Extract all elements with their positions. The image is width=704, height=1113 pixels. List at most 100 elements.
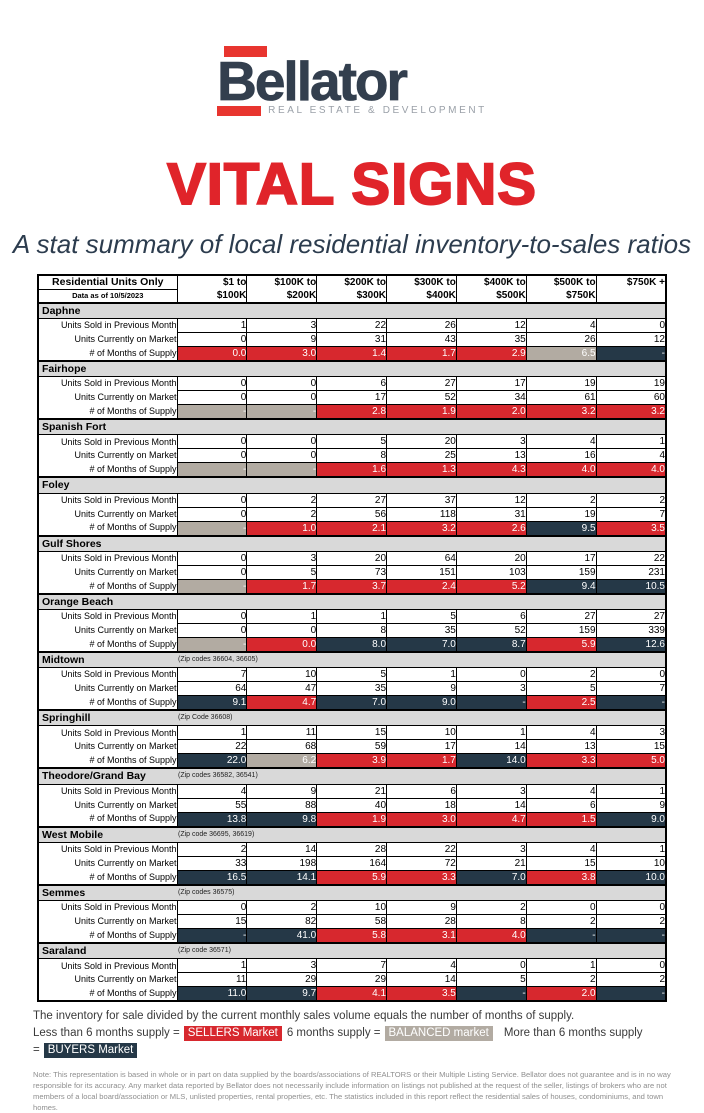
page-title: VITAL SIGNS xyxy=(166,152,537,217)
units-market-cell: 17 xyxy=(386,739,457,755)
row-label: Units Currently on Market xyxy=(74,799,177,810)
units-market-row: Units Currently on Market 11 29 29 14 5 2 2 xyxy=(38,972,667,988)
units-sold-cell: 7 xyxy=(176,667,248,683)
units-market-cell: 151 xyxy=(386,564,457,580)
months-supply-cell: 16.5 xyxy=(176,869,248,886)
units-market-cell: 21 xyxy=(455,855,527,871)
months-supply-cell: 4.7 xyxy=(246,695,318,711)
units-sold-cell: 5 xyxy=(386,609,457,624)
row-label: # of Months of Supply xyxy=(89,638,177,649)
units-sold-cell: 5 xyxy=(316,667,388,683)
months-supply-cell: 3.0 xyxy=(386,811,457,828)
row-label: # of Months of Supply xyxy=(89,813,177,824)
months-supply-cell: - xyxy=(176,462,248,478)
months-supply-cell: 7.0 xyxy=(386,637,457,653)
units-sold-cell: 6 xyxy=(316,376,388,392)
section-name: Daphne xyxy=(42,304,81,317)
row-label: Units Currently on Market xyxy=(74,741,177,752)
units-market-cell: 5 xyxy=(525,681,597,697)
months-supply-row: # of Months of Supply -41.0 5.8 3.1 4.0- - xyxy=(38,928,667,944)
row-label: # of Months of Supply xyxy=(89,347,177,358)
supply-formula-note: The inventory for sale divided by the cu… xyxy=(33,1010,575,1023)
units-sold-cell: 1 xyxy=(176,958,248,974)
units-sold-row: Units Sold in Previous Month 2 14 28 22 3 4 1 xyxy=(38,841,667,857)
units-sold-cell: 17 xyxy=(525,550,597,566)
months-supply-cell: 7.0 xyxy=(316,695,388,711)
row-label: Units Sold in Previous Month xyxy=(60,669,177,680)
months-supply-cell: 2.0 xyxy=(525,986,597,1002)
units-market-cell: 13 xyxy=(525,739,597,755)
units-sold-cell: 28 xyxy=(316,841,388,857)
units-sold-cell: 2 xyxy=(595,492,667,508)
months-supply-cell: 14.1 xyxy=(246,869,318,886)
months-supply-cell: 3.2 xyxy=(595,404,667,420)
corner-title: Residential Units Only xyxy=(39,276,177,290)
units-market-row: Units Currently on Market 0 0 17 52 34 61 60 xyxy=(38,390,667,406)
months-supply-cell: 14.0 xyxy=(455,753,527,769)
units-sold-cell: 10 xyxy=(386,725,457,741)
units-market-cell: 12 xyxy=(595,331,667,347)
months-supply-cell: - xyxy=(595,695,667,711)
months-supply-cell: 3.5 xyxy=(386,986,457,1002)
months-supply-cell: 7.0 xyxy=(455,869,527,886)
units-market-cell: 8 xyxy=(455,914,527,930)
units-sold-cell: 22 xyxy=(595,550,667,566)
months-supply-cell: 1.4 xyxy=(316,345,388,362)
report-footer: The inventory for sale divided by the cu… xyxy=(33,1010,671,1113)
row-label: Units Currently on Market xyxy=(74,392,177,403)
row-label: Units Sold in Previous Month xyxy=(60,960,177,971)
months-supply-cell: - xyxy=(455,986,527,1002)
months-supply-cell: 4.7 xyxy=(455,811,527,828)
months-supply-cell: 3.3 xyxy=(386,869,457,886)
units-sold-cell: 20 xyxy=(316,550,388,566)
report-page: Bellator REAL ESTATE & DEVELOPMENT VITAL… xyxy=(0,46,704,1113)
units-sold-row: Units Sold in Previous Month 7 10 5 1 0 2 0 xyxy=(38,667,667,683)
units-sold-cell: 19 xyxy=(525,376,597,392)
units-market-cell: 56 xyxy=(316,506,388,522)
units-sold-row: Units Sold in Previous Month 1 3 7 4 0 1 0 xyxy=(38,958,667,974)
units-sold-cell: 1 xyxy=(595,783,667,799)
months-supply-cell: - xyxy=(176,520,248,537)
units-market-cell: 29 xyxy=(316,972,388,988)
units-sold-cell: 0 xyxy=(595,958,667,974)
months-supply-cell: 6.2 xyxy=(246,753,318,769)
months-supply-row: # of Months of Supply 9.1 4.7 7.0 9.0-2.5- xyxy=(38,695,667,711)
months-supply-cell: - xyxy=(595,928,667,944)
units-sold-cell: 27 xyxy=(595,609,667,624)
months-supply-cell: 1.5 xyxy=(525,811,597,828)
units-sold-row: Units Sold in Previous Month 0 1 1 5 6 27 27 xyxy=(38,609,667,624)
months-supply-cell: - xyxy=(176,404,248,420)
units-sold-cell: 27 xyxy=(386,376,457,392)
months-supply-cell: 3.2 xyxy=(525,404,597,420)
table-corner-cell: Residential Units Only Data as of 10/5/20… xyxy=(37,274,178,304)
units-market-row: Units Currently on Market 0 9 31 43 35 26 12 xyxy=(38,331,667,347)
section-header-row: Orange Beach xyxy=(38,592,666,610)
units-market-row: Units Currently on Market 0 0 8 35 52 159 339 xyxy=(38,623,667,638)
months-supply-cell: 2.1 xyxy=(316,520,388,537)
units-sold-row: Units Sold in Previous Month 0 0 5 20 3 4 1 xyxy=(38,434,667,450)
section-zip-note: (Zip Code 36608) xyxy=(178,714,233,722)
months-supply-cell: 3.5 xyxy=(595,520,667,537)
months-supply-cell: 9.0 xyxy=(386,695,457,711)
units-market-cell: 10 xyxy=(595,855,667,871)
units-sold-cell: 2 xyxy=(176,841,248,857)
units-market-cell: 0 xyxy=(176,390,248,406)
units-sold-cell: 4 xyxy=(525,783,597,799)
buyers-market-badge: BUYERS Market xyxy=(43,1043,138,1059)
units-market-row: Units Currently on Market 55 88 40 18 14 6 9 xyxy=(38,797,667,813)
row-label: Units Sold in Previous Month xyxy=(60,494,177,505)
units-sold-cell: 0 xyxy=(455,958,527,974)
units-market-cell: 22 xyxy=(176,739,248,755)
units-sold-cell: 3 xyxy=(246,317,318,333)
legend-less-text: Less than 6 months supply = xyxy=(33,1027,180,1040)
units-market-cell: 2 xyxy=(595,972,667,988)
section-name: Saraland xyxy=(42,945,87,958)
units-market-cell: 26 xyxy=(525,331,597,347)
units-sold-cell: 4 xyxy=(525,841,597,857)
price-column-header: $200K to $300K xyxy=(316,274,388,304)
units-sold-cell: 3 xyxy=(455,841,527,857)
row-label: Units Sold in Previous Month xyxy=(60,611,177,622)
units-market-cell: 61 xyxy=(525,390,597,406)
months-supply-cell: 2.5 xyxy=(525,695,597,711)
section-name: Midtown xyxy=(42,654,85,666)
